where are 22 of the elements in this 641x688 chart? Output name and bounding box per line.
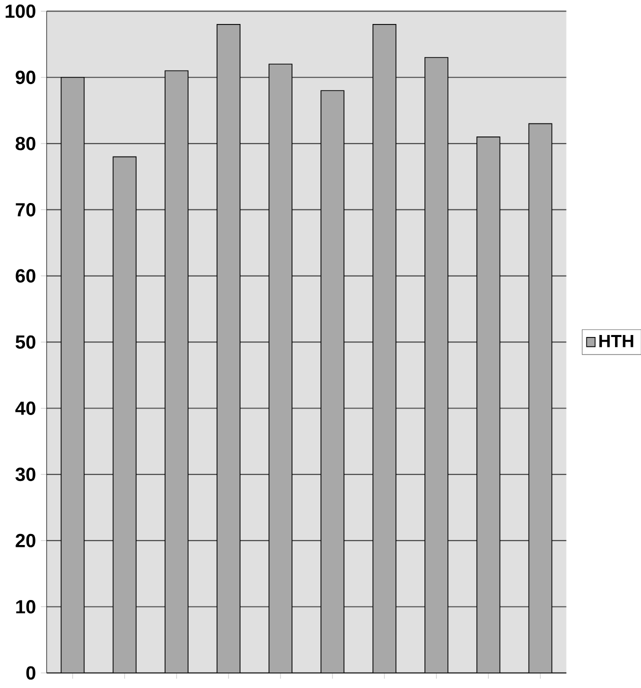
y-tick-label: 100 — [5, 4, 36, 18]
bar — [424, 57, 448, 673]
y-tick-label: 10 — [16, 600, 36, 614]
bar — [164, 70, 188, 673]
y-tick-label: 30 — [15, 468, 36, 482]
y-tick-label: 50 — [15, 335, 36, 349]
legend-label: HTH — [599, 335, 633, 348]
bar — [476, 136, 500, 673]
bar — [320, 90, 344, 673]
bar — [60, 76, 84, 673]
y-tick-label: 40 — [15, 402, 36, 415]
y-tick-label: 70 — [16, 203, 36, 216]
bar — [216, 24, 240, 673]
bar — [372, 24, 396, 673]
y-tick-label: 0 — [26, 666, 36, 680]
bar — [112, 156, 136, 673]
bar — [528, 123, 552, 673]
y-tick-label: 60 — [16, 269, 36, 283]
y-tick-label: 80 — [15, 136, 36, 150]
bar — [268, 64, 292, 673]
y-tick-label: 20 — [16, 534, 36, 548]
y-tick-label: 90 — [16, 70, 36, 84]
